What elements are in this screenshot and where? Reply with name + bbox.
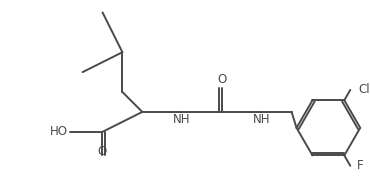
Text: F: F: [357, 159, 364, 172]
Text: NH: NH: [174, 113, 191, 126]
Text: O: O: [98, 145, 107, 158]
Text: Cl: Cl: [359, 83, 370, 96]
Text: NH: NH: [253, 113, 270, 126]
Text: O: O: [217, 73, 226, 86]
Text: HO: HO: [50, 125, 68, 138]
